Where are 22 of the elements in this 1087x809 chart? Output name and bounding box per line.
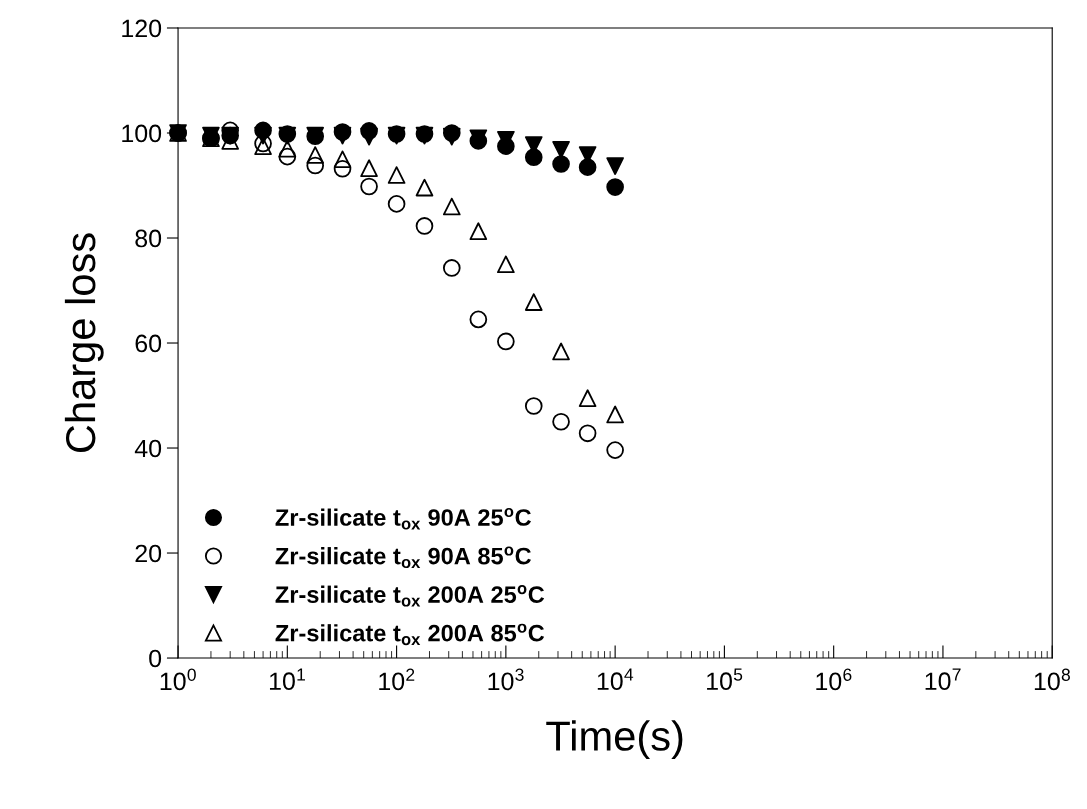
y-tick-label: 40 bbox=[134, 439, 162, 458]
x-tick-label: 10$^{7}$ bbox=[925, 668, 961, 691]
legend-label: Zr-silicate t$_{ox}$ 200A 25$^{o}$C bbox=[275, 585, 545, 607]
y-axis-title: Charge loss bbox=[64, 233, 104, 453]
x-tick-label: 10$^{5}$ bbox=[707, 668, 743, 691]
y-tick-label: 100 bbox=[122, 124, 162, 143]
y-tick-label: 60 bbox=[135, 334, 162, 353]
legend-label: Zr-silicate t$_{ox}$ 200A 85$^{o}$C bbox=[275, 623, 545, 646]
x-axis-title: Time(s) bbox=[546, 720, 683, 760]
legend-label: Zr-silicate t$_{ox}$ 90A 85$^{o}$C bbox=[275, 546, 531, 569]
x-tick-label: 10$^{6}$ bbox=[816, 668, 852, 691]
x-tick-label: 10$^{8}$ bbox=[1034, 668, 1070, 691]
y-tick-label: 20 bbox=[135, 544, 162, 563]
y-tick-label: 120 bbox=[122, 19, 162, 38]
x-tick-label: 10$^{0}$ bbox=[160, 668, 196, 691]
x-tick-label: 10$^{2}$ bbox=[379, 668, 415, 691]
x-tick-label: 10$^{4}$ bbox=[597, 668, 634, 691]
legend-label: Zr-silicate t$_{ox}$ 90A 25$^{o}$C bbox=[275, 508, 531, 530]
y-tick-label: 0 bbox=[149, 649, 162, 668]
y-tick-label: 80 bbox=[135, 229, 162, 248]
x-tick-label: 10$^{1}$ bbox=[269, 668, 305, 691]
x-tick-label: 10$^{3}$ bbox=[488, 668, 524, 691]
